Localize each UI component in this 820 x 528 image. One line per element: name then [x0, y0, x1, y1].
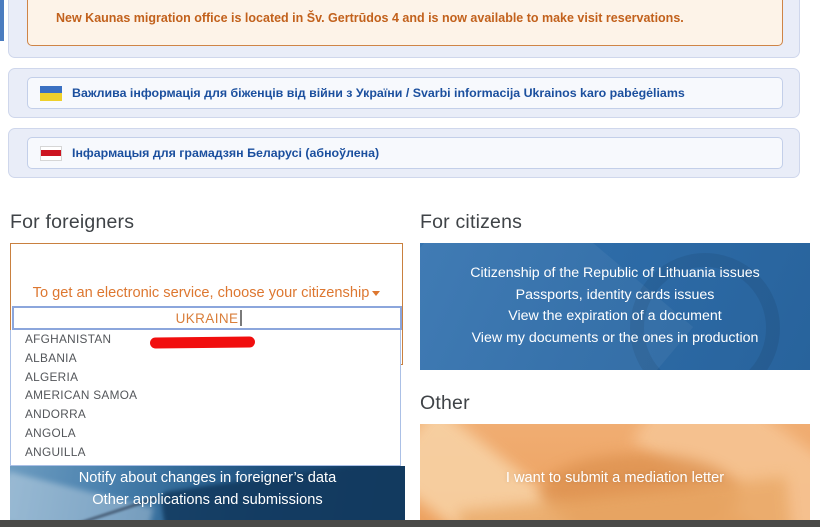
notice-kaunas: Naujasis Kauno skyrius įsikūręs Šv. Gert… [8, 0, 800, 58]
dropdown-option[interactable]: AFGHANISTAN [25, 332, 112, 346]
foreigner-action-links: Notify about changes in foreigner’s data… [10, 468, 405, 511]
foreigner-actions-box: Notify about changes in foreigner’s data… [10, 466, 405, 521]
belarus-flag-icon [40, 145, 62, 161]
dropdown-option[interactable]: ALGERIA [25, 369, 79, 384]
notice-kaunas-inner[interactable]: Naujasis Kauno skyrius įsikūręs Šv. Gert… [27, 0, 783, 46]
notice-ukraine: Важлива інформація для біженців від війн… [8, 68, 800, 118]
notice-kaunas-line2[interactable]: New Kaunas migration office is located i… [56, 11, 684, 25]
notice-belarus: Інфармацыя для грамадзян Беларусі (абноў… [8, 128, 800, 178]
heading-for-foreigners: For foreigners [10, 211, 135, 233]
citizenship-dropdown: AFGHANISTAN ALBANIA ALGERIA AMERICAN SAMOA A… [10, 330, 401, 466]
left-edge-strip [0, 0, 4, 41]
text-cursor [240, 310, 242, 326]
citizenship-chooser-label: To get an electronic service, choose you… [32, 285, 370, 301]
citizenship-chooser-link[interactable]: To get an electronic service, choose you… [11, 285, 402, 301]
dropdown-option[interactable]: ANTIGUA AND BARBUDA [11, 462, 400, 465]
other-links: I want to submit a mediation letter [420, 468, 810, 490]
mediation-letter-link[interactable]: I want to submit a mediation letter [505, 470, 725, 486]
citizens-services-box: Citizenship of the Republic of Lithuania… [420, 243, 810, 370]
notice-ukraine-inner[interactable]: Важлива інформація для біженців від війн… [27, 77, 783, 109]
citizens-service-link[interactable]: View the expiration of a document [508, 308, 722, 324]
notice-belarus-inner[interactable]: Інфармацыя для грамадзян Беларусі (абноў… [27, 137, 783, 169]
heading-other: Other [420, 392, 470, 414]
foreigner-action-link[interactable]: Notify about changes in foreigner’s data [78, 470, 337, 486]
notice-belarus-link[interactable]: Інфармацыя для грамадзян Беларусі (абноў… [72, 146, 380, 160]
dropdown-option[interactable]: AMERICAN SAMOA [25, 388, 138, 403]
citizens-service-link[interactable]: Passports, identity cards issues [515, 286, 715, 303]
red-marker-redaction [149, 336, 256, 349]
foreigner-action-link[interactable]: Other applications and submissions [92, 491, 323, 508]
notice-ukraine-link[interactable]: Важлива інформація для біженців від війн… [72, 86, 685, 100]
chevron-down-icon [372, 290, 381, 296]
citizens-service-link[interactable]: Citizenship of the Republic of Lithuania… [470, 265, 760, 281]
citizens-service-link[interactable]: View my documents or the ones in product… [471, 329, 759, 346]
citizenship-search-input[interactable] [12, 306, 402, 330]
ukraine-flag-icon [40, 85, 62, 101]
dropdown-option[interactable]: ALBANIA [25, 350, 77, 365]
mediation-box: I want to submit a mediation letter [420, 424, 810, 521]
dropdown-option[interactable]: ANGUILLA [25, 444, 86, 459]
citizens-links: Citizenship of the Republic of Lithuania… [420, 263, 810, 349]
bottom-divider-bar [0, 520, 820, 527]
dropdown-option[interactable]: ANGOLA [25, 425, 76, 440]
heading-for-citizens: For citizens [420, 211, 523, 233]
dropdown-option[interactable]: ANDORRA [25, 407, 87, 422]
